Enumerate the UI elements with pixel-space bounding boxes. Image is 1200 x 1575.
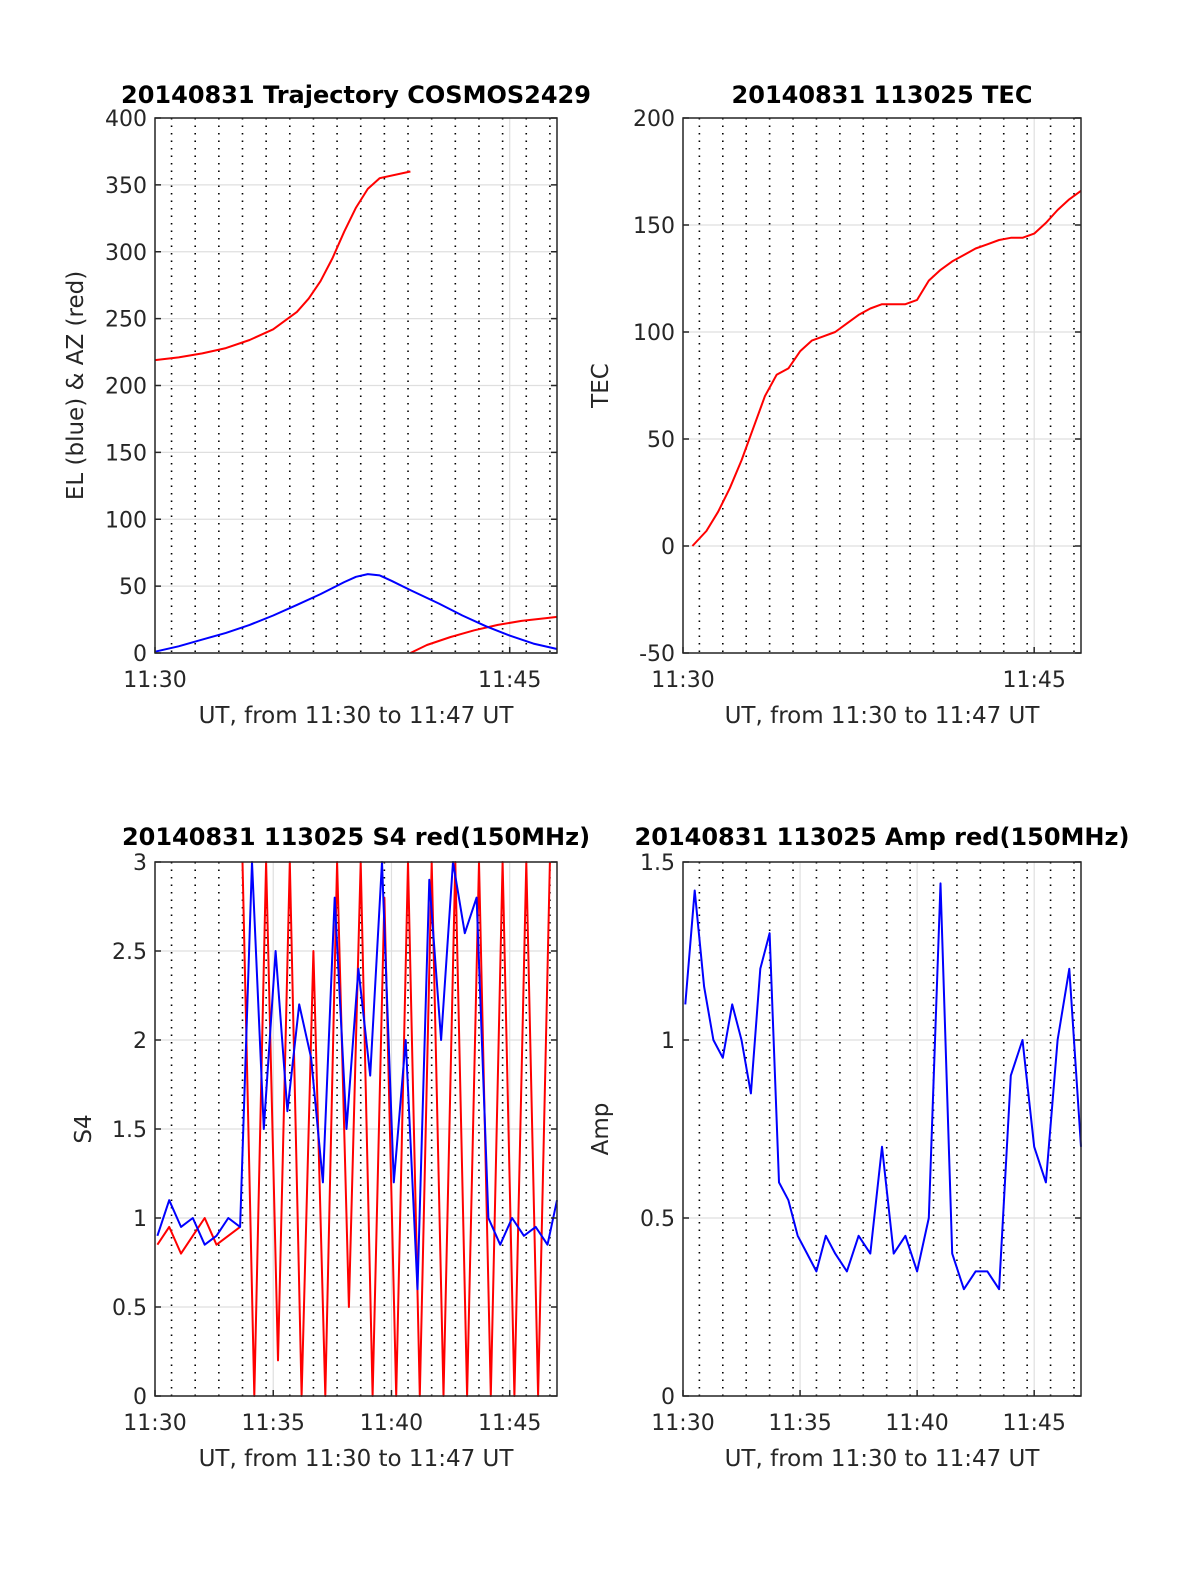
panel2-ylabel: S4 <box>71 1114 97 1143</box>
panel2-xtick-label: 11:45 <box>478 1411 541 1436</box>
panel0-ytick-label: 400 <box>105 107 147 132</box>
panel2-xtick-label: 11:35 <box>242 1411 305 1436</box>
panel0-ytick-label: 250 <box>105 308 147 333</box>
panel2-series-1-line-0 <box>156 861 558 1291</box>
panel3-xtick-label: 11:30 <box>651 1411 714 1436</box>
panel1-ytick-label: -50 <box>639 642 675 667</box>
panel1-ytick-label: 50 <box>647 428 675 453</box>
panel-s4: 0 0.5 1 1.5 2 2.5 3 11:30 11:35 11:40 11:45 2014083… <box>71 823 590 1472</box>
panel3-ylabel: Amp <box>588 1103 614 1156</box>
panel3-ytick-label: 0 <box>661 1385 675 1410</box>
panel1-ylabel: TEC <box>588 363 614 409</box>
panel2-title: 20140831 113025 S4 red(150MHz) <box>122 823 590 851</box>
panel1-series-0-line-0 <box>691 189 1082 547</box>
panel3-title: 20140831 113025 Amp red(150MHz) <box>635 823 1130 851</box>
panel0-ytick-label: 0 <box>133 642 147 667</box>
panel3-axes-box <box>682 861 1082 1397</box>
panel3-ytick-label: 1.5 <box>640 851 675 876</box>
panel0-ytick-label: 200 <box>105 375 147 400</box>
panel2-ytick-label: 0 <box>133 1385 147 1410</box>
panel3-xtick-label: 11:35 <box>768 1411 831 1436</box>
panel1-title: 20140831 113025 TEC <box>732 81 1033 109</box>
panel0-xlabel: UT, from 11:30 to 11:47 UT <box>199 703 515 729</box>
panel3-plot-area <box>683 862 1081 1396</box>
panel2-ytick-label: 0.5 <box>112 1296 147 1321</box>
panel1-ytick-label: 100 <box>633 321 675 346</box>
panel-tec: -50 0 50 100 150 200 11:30 11:45 20140831 113025… <box>588 81 1082 729</box>
panel1-ytick-label: 150 <box>633 214 675 239</box>
panel1-ytick-label: 0 <box>661 535 675 560</box>
panel3-xlabel: UT, from 11:30 to 11:47 UT <box>725 1446 1041 1472</box>
panel3-series-0-line-0 <box>684 882 1082 1291</box>
panel1-plot-area <box>683 118 1081 653</box>
panel2-ytick-label: 1.5 <box>112 1118 147 1143</box>
panel1-xtick-label: 11:45 <box>1002 668 1065 693</box>
panel0-series-1-line-0 <box>154 573 558 653</box>
panel0-series-0-line-0 <box>154 170 411 362</box>
panel1-xlabel: UT, from 11:30 to 11:47 UT <box>725 703 1041 729</box>
panel2-ytick-label: 1 <box>133 1207 147 1232</box>
panel0-ytick-label: 350 <box>105 174 147 199</box>
panel3-xtick-label: 11:45 <box>1002 1411 1065 1436</box>
panel3-ytick-label: 0.5 <box>640 1207 675 1232</box>
panel0-xtick-label: 11:45 <box>478 668 541 693</box>
panel2-xlabel: UT, from 11:30 to 11:47 UT <box>199 1446 515 1472</box>
panel-trajectory: 0 50 100 150 200 250 300 350 400 11:30 11:45 201408… <box>63 81 591 729</box>
panel1-ytick-label: 200 <box>633 107 675 132</box>
panel0-ylabel: EL (blue) & AZ (red) <box>63 271 89 500</box>
panel0-title: 20140831 Trajectory COSMOS2429 <box>121 81 591 109</box>
panel0-ytick-label: 50 <box>119 575 147 600</box>
panel0-series-0-line-1 <box>409 615 558 654</box>
panel1-xtick-label: 11:30 <box>651 668 714 693</box>
panel0-xtick-label: 11:30 <box>123 668 186 693</box>
panel3-ytick-label: 1 <box>661 1029 675 1054</box>
panel2-ytick-label: 2 <box>133 1029 147 1054</box>
panel2-series-0-line-0 <box>156 1217 241 1255</box>
panel1-axes-box <box>682 117 1082 654</box>
panel2-xtick-label: 11:30 <box>123 1411 186 1436</box>
panel0-ytick-label: 100 <box>105 508 147 533</box>
panel-amp: 0 0.5 1 1.5 11:30 11:35 11:40 11:45 20140831 113… <box>588 823 1129 1472</box>
panel2-ytick-label: 3 <box>133 851 147 876</box>
panel3-xtick-label: 11:40 <box>885 1411 948 1436</box>
panel0-ytick-label: 150 <box>105 441 147 466</box>
panel0-ytick-label: 300 <box>105 241 147 266</box>
panel2-xtick-label: 11:40 <box>360 1411 423 1436</box>
panel2-ytick-label: 2.5 <box>112 940 147 965</box>
